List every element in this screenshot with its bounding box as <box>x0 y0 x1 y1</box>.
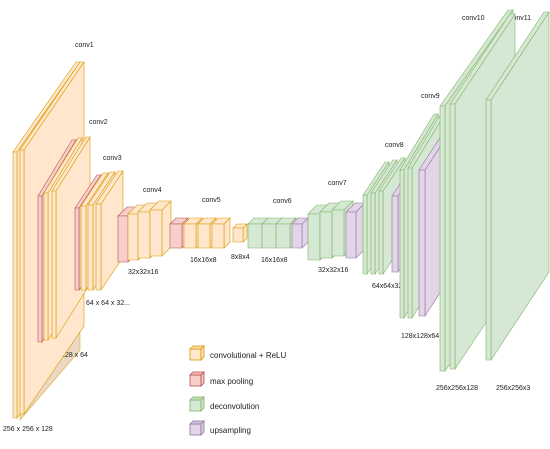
size-label-bottleneck: 8x8x4 <box>231 254 250 261</box>
layer-label-conv9: conv9 <box>421 93 440 100</box>
legend-label-deconv: deconvolution <box>210 402 259 411</box>
size-label-conv2: 128 x 128 x 64 <box>42 352 88 359</box>
legend-item-deconv: deconvolution <box>189 396 259 412</box>
conv4-cube-pool-front <box>117 215 129 263</box>
conv4-cube-c-side <box>161 200 172 257</box>
conv10-slab-a-front <box>439 105 446 372</box>
conv9-slab-b-front <box>407 167 413 319</box>
conv2-slab-a-front <box>43 192 49 341</box>
conv6-cube-c-front <box>275 223 291 249</box>
layer-label-conv3: conv3 <box>103 155 122 162</box>
size-label-conv9: 128x128x64 <box>401 333 439 340</box>
green-cube-icon <box>189 399 202 412</box>
size-label-conv1: 256 x 256 x 128 <box>3 426 53 433</box>
conv8-slab-a-front <box>362 194 368 275</box>
conv8-slab-up-front <box>391 195 399 273</box>
conv10-slab-b-front <box>449 103 456 370</box>
conv7-cube-b-front <box>319 211 333 259</box>
size-label-conv4: 32x32x16 <box>128 269 158 276</box>
conv4-cube-c-front <box>149 209 163 257</box>
orange-cube-icon-side <box>200 345 205 361</box>
conv3-slab-a-front <box>80 205 87 291</box>
conv6-cube-a-front <box>247 223 263 249</box>
conv3-slab-b-front <box>87 204 94 291</box>
conv7-cube-c-front <box>331 209 345 257</box>
layer-label-conv8: conv8 <box>385 142 404 149</box>
layer-label-conv2: conv2 <box>89 119 108 126</box>
conv1-slab-a-front <box>12 151 18 419</box>
conv8-slab-b-front <box>370 192 376 275</box>
conv8-slab-c-front <box>378 190 384 275</box>
size-label-conv11: 256x256x3 <box>496 385 530 392</box>
size-label-conv7: 32x32x16 <box>318 267 348 274</box>
conv7-cube-a-front <box>307 213 321 261</box>
legend-item-pool: max pooling <box>189 371 253 387</box>
conv6-cube-up-front <box>291 223 303 249</box>
size-label-conv5: 16x16x8 <box>190 257 217 264</box>
layer-label-conv6: conv6 <box>273 198 292 205</box>
red-cube-icon-side <box>200 371 205 387</box>
conv2-slab-b-front <box>51 190 57 339</box>
orange-cube-icon <box>189 348 202 361</box>
bottleneck-cube-front <box>232 227 244 243</box>
green-cube-icon-side <box>200 396 205 412</box>
layer-label-conv11: conv11 <box>509 15 531 22</box>
layer-label-conv5: conv5 <box>202 197 221 204</box>
conv11-slab-front <box>485 99 492 361</box>
conv5-cube-c-front <box>211 223 225 249</box>
conv4-cube-a-front <box>127 213 139 261</box>
purple-cube-icon-side <box>200 420 205 436</box>
conv9-slab-a-front <box>399 169 405 319</box>
conv3-slab-pool-front <box>74 207 80 291</box>
layer-slabs <box>12 9 550 419</box>
layer-label-conv10: conv10 <box>462 15 485 22</box>
layer-label-conv1: conv1 <box>75 42 94 49</box>
layer-label-conv7: conv7 <box>328 180 347 187</box>
legend-item-conv: convolutional + ReLU <box>189 345 286 361</box>
conv2-slab-pool-front <box>37 195 43 343</box>
legend-item-upsample: upsampling <box>189 420 251 436</box>
legend-label-conv: convolutional + ReLU <box>210 351 286 360</box>
legend-label-pool: max pooling <box>210 377 253 386</box>
layer-label-conv4: conv4 <box>143 187 162 194</box>
conv5-cube-b-front <box>197 223 211 249</box>
size-label-conv6: 16x16x8 <box>261 257 288 264</box>
size-label-conv3: 64 x 64 x 32... <box>86 300 130 307</box>
legend-label-upsample: upsampling <box>210 426 251 435</box>
conv4-cube-b-front <box>137 211 151 259</box>
size-label-conv8: 64x64x32 <box>372 283 402 290</box>
conv7-cube-up-front <box>345 211 357 259</box>
conv6-cube-b-front <box>261 223 277 249</box>
conv5-cube-a-front <box>183 223 197 249</box>
conv1-slab-b-front <box>19 149 25 415</box>
red-cube-icon <box>189 374 202 387</box>
conv9-slab-up-front <box>418 169 426 317</box>
conv3-slab-c-front <box>95 203 102 291</box>
conv5-cube-pool-front <box>169 223 183 249</box>
purple-cube-icon <box>189 423 202 436</box>
legend: convolutional + ReLU max pooling deconvo… <box>189 345 286 436</box>
size-label-conv10: 256x256x128 <box>436 385 478 392</box>
